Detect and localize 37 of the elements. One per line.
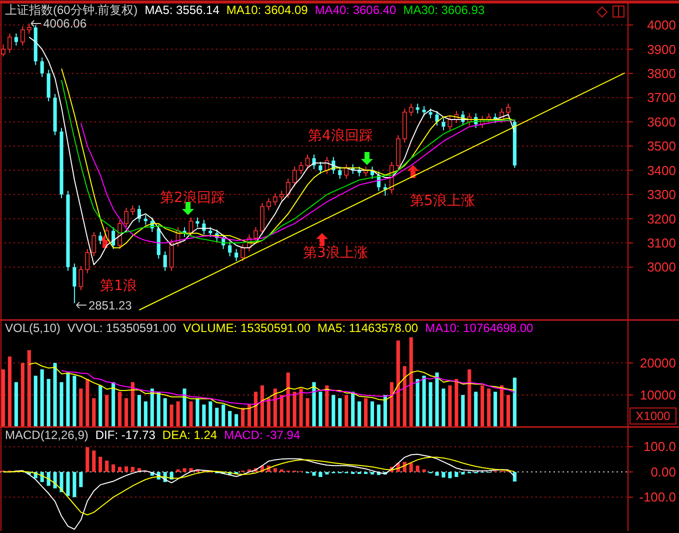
y-tick-label: 0.00 [650,464,676,480]
y-tick-label: 3800 [647,66,676,81]
y-tick-label: 3600 [647,114,676,130]
chart-title: MACD(12,26,9) [5,428,88,442]
y-tick-label: 3500 [647,138,676,154]
y-tick-label: 3300 [647,187,676,202]
text: MA10: 3604.09 [226,3,308,17]
annotation: 第5浪上涨 [410,193,475,209]
y-tick-label: 20000 [640,355,676,370]
y-tick-label: 3400 [647,162,676,178]
text: MA10: 10764698.00 [425,321,534,335]
y-tick-label: 10000 [640,388,676,403]
annotation: MACD: -37.94 [224,428,300,442]
annotation: 第4浪回踩 [308,128,373,144]
y-tick-label: -100.0 [639,490,676,505]
text: DEA: 1.24 [162,428,218,442]
text: MA5: 3556.14 [144,3,220,17]
y-tick-label: 4000 [647,18,676,33]
annotation: 第3浪上涨 [303,245,368,261]
y-tick-label: 3700 [647,90,676,106]
chart-title: VOL(5,10) [5,321,60,335]
text: DIF: -17.73 [95,428,156,442]
y-tick-label: 100.0 [643,439,676,454]
text: X1000 [636,409,671,424]
annotation: 2851.23 [88,298,132,312]
annotation: VVOL: 15350591.00 [67,321,176,335]
annotation: VOLUME: 15350591.00 [183,321,311,335]
y-tick-label: 3900 [647,42,676,57]
annotation: 4006.06 [43,16,87,31]
y-tick-label: 3000 [647,260,676,275]
text: MA5: 11463578.00 [318,321,418,335]
annotation: 第1浪 [100,278,137,294]
chart-title: 上证指数(60分钟.前复权) [5,3,138,17]
text: MA40: 3606.40 [314,3,397,17]
y-tick-label: 3100 [647,235,676,250]
y-tick-label: 3200 [647,211,676,226]
text: MA30: 3606.93 [403,3,485,17]
